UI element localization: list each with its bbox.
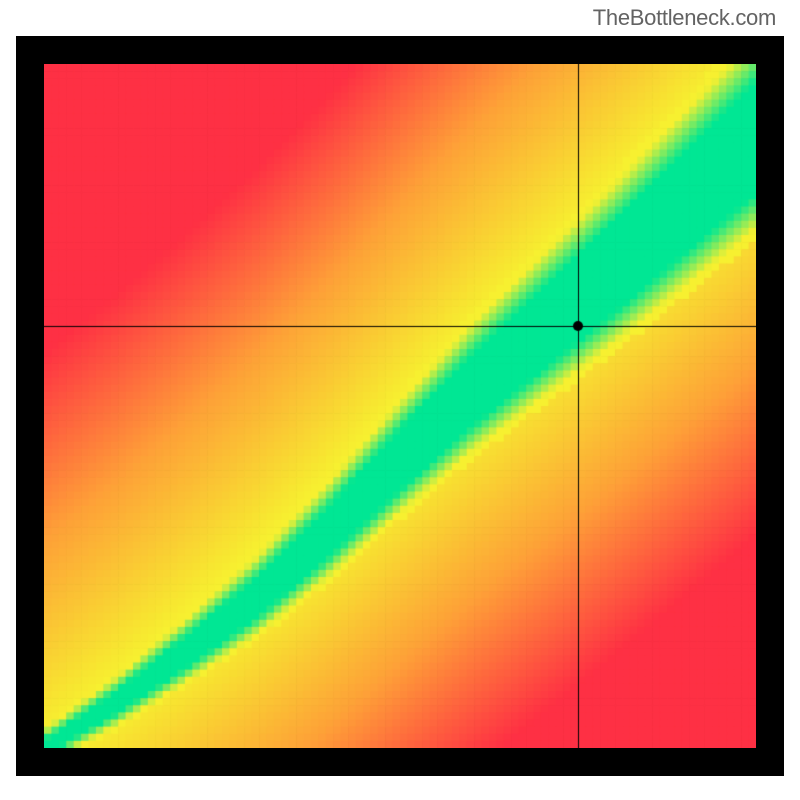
chart-container: TheBottleneck.com — [0, 0, 800, 800]
plot-border — [16, 36, 784, 776]
plot-area — [44, 64, 756, 748]
watermark-text: TheBottleneck.com — [593, 5, 776, 31]
heatmap-canvas — [44, 64, 756, 748]
